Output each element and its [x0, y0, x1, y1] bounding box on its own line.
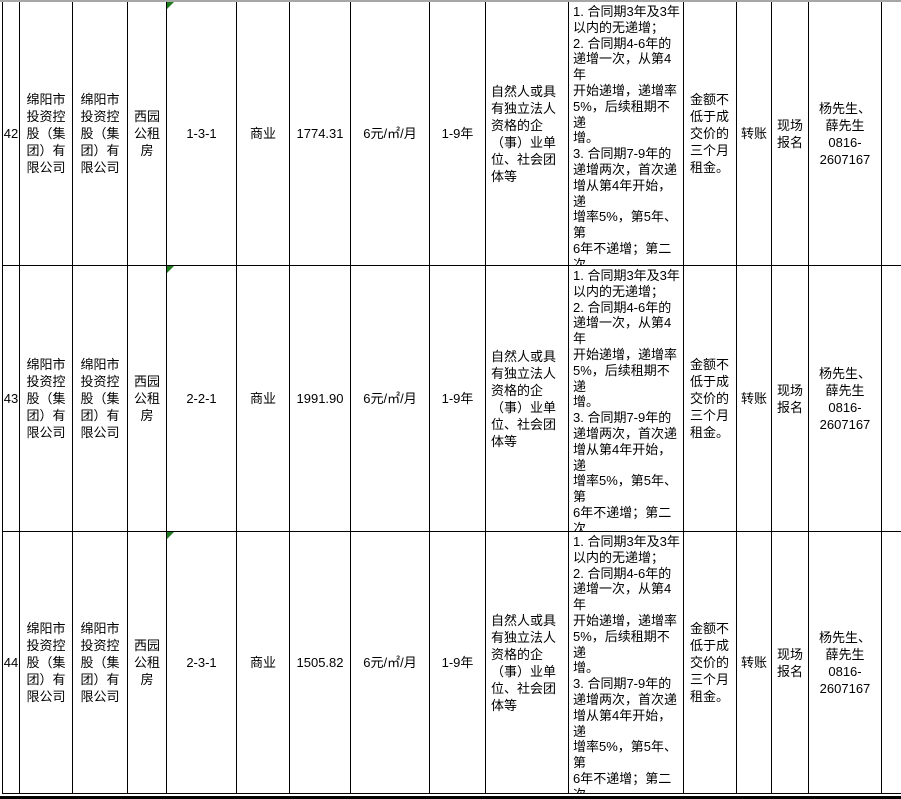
cell-deposit[interactable]: 金额不 低于成 交价的 三个月 租金。 — [684, 532, 737, 794]
cell-row-number[interactable]: 42 — [3, 2, 20, 266]
cell-blank[interactable] — [882, 266, 901, 532]
cell-payment-method[interactable]: 转账 — [737, 266, 772, 532]
cell-blank[interactable] — [882, 2, 901, 266]
cell-deposit[interactable]: 金额不 低于成 交价的 三个月 租金。 — [684, 2, 737, 266]
cell-payment-method[interactable]: 转账 — [737, 2, 772, 266]
cell-lessor-company[interactable]: 绵阳市 投资控 股（集 团）有 限公司 — [20, 266, 73, 532]
cell-escalation-rules[interactable]: 1. 合同期3年及3年 以内的无递增； 2. 合同期4-6年的 递增一次，从第4… — [569, 266, 684, 532]
cell-operator-company[interactable]: 绵阳市 投资控 股（集 团）有 限公司 — [73, 532, 128, 794]
unit-number-text: 2-2-1 — [186, 391, 217, 406]
error-indicator-icon — [167, 532, 174, 539]
cell-usage-type[interactable]: 商业 — [237, 266, 290, 532]
cell-usage-type[interactable]: 商业 — [237, 2, 290, 266]
cell-project-name[interactable]: 西园 公租 房 — [128, 2, 167, 266]
cell-row-number[interactable]: 44 — [3, 532, 20, 794]
cell-area[interactable]: 1505.82 — [290, 532, 351, 794]
cell-payment-method[interactable]: 转账 — [737, 532, 772, 794]
unit-number-text: 1-3-1 — [186, 126, 217, 141]
cell-operator-company[interactable]: 绵阳市 投资控 股（集 团）有 限公司 — [73, 2, 128, 266]
cell-eligibility[interactable]: 自然人或具 有独立法人 资格的企 （事）业单 位、社会团 体等 — [486, 532, 569, 794]
cell-deposit[interactable]: 金额不 低于成 交价的 三个月 租金。 — [684, 266, 737, 532]
cell-usage-type[interactable]: 商业 — [237, 532, 290, 794]
error-indicator-icon — [167, 2, 174, 9]
cell-registration[interactable]: 现场 报名 — [772, 532, 809, 794]
cell-contact[interactable]: 杨先生、 薛先生 0816- 2607167 — [809, 266, 882, 532]
cell-rent-price[interactable]: 6元/㎡/月 — [351, 2, 430, 266]
cell-lease-term[interactable]: 1-9年 — [430, 2, 486, 266]
cell-project-name[interactable]: 西园 公租 房 — [128, 532, 167, 794]
unit-number-text: 2-3-1 — [186, 655, 217, 670]
cell-contact[interactable]: 杨先生、 薛先生 0816- 2607167 — [809, 532, 882, 794]
cell-rent-price[interactable]: 6元/㎡/月 — [351, 532, 430, 794]
cell-eligibility[interactable]: 自然人或具 有独立法人 资格的企 （事）业单 位、社会团 体等 — [486, 2, 569, 266]
cell-unit-number[interactable]: 2-2-1 — [167, 266, 237, 532]
cell-rent-price[interactable]: 6元/㎡/月 — [351, 266, 430, 532]
cell-registration[interactable]: 现场 报名 — [772, 2, 809, 266]
cell-row-number[interactable]: 43 — [3, 266, 20, 532]
cell-lessor-company[interactable]: 绵阳市 投资控 股（集 团）有 限公司 — [20, 2, 73, 266]
cell-lease-term[interactable]: 1-9年 — [430, 532, 486, 794]
cell-area[interactable]: 1991.90 — [290, 266, 351, 532]
cell-unit-number[interactable]: 1-3-1 — [167, 2, 237, 266]
cell-escalation-rules[interactable]: 1. 合同期3年及3年 以内的无递增； 2. 合同期4-6年的 递增一次，从第4… — [569, 532, 684, 794]
cell-escalation-rules[interactable]: 1. 合同期3年及3年 以内的无递增； 2. 合同期4-6年的 递增一次，从第4… — [569, 2, 684, 266]
error-indicator-icon — [167, 266, 174, 273]
cell-registration[interactable]: 现场 报名 — [772, 266, 809, 532]
cell-contact[interactable]: 杨先生、 薛先生 0816- 2607167 — [809, 2, 882, 266]
cell-blank[interactable] — [882, 532, 901, 794]
cell-operator-company[interactable]: 绵阳市 投资控 股（集 团）有 限公司 — [73, 266, 128, 532]
cell-lease-term[interactable]: 1-9年 — [430, 266, 486, 532]
cell-eligibility[interactable]: 自然人或具 有独立法人 资格的企 （事）业单 位、社会团 体等 — [486, 266, 569, 532]
cell-lessor-company[interactable]: 绵阳市 投资控 股（集 团）有 限公司 — [20, 532, 73, 794]
cell-area[interactable]: 1774.31 — [290, 2, 351, 266]
cell-project-name[interactable]: 西园 公租 房 — [128, 266, 167, 532]
cell-unit-number[interactable]: 2-3-1 — [167, 532, 237, 794]
